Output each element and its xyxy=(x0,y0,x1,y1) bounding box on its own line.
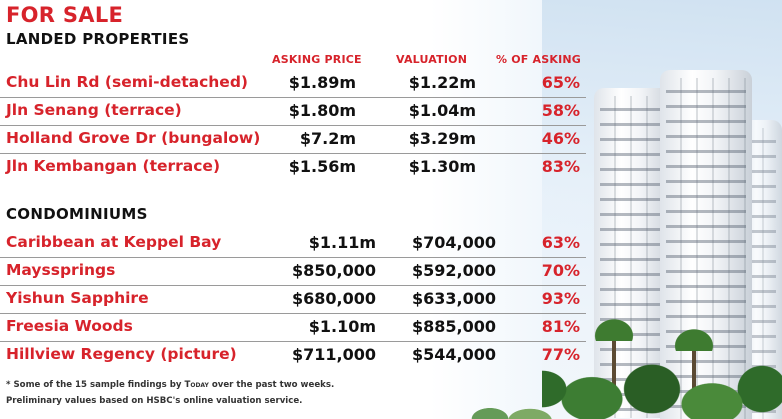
property-name: Jln Kembangan (terrace) xyxy=(6,157,221,175)
valuation: $3.29m xyxy=(408,129,476,148)
valuation-header: VALUATION xyxy=(396,53,468,66)
valuation: $1.30m xyxy=(408,157,476,176)
asking-price: $1.80m xyxy=(288,101,356,120)
valuation: $885,000 xyxy=(411,317,496,336)
property-name: Mayssprings xyxy=(6,261,116,279)
valuation: $592,000 xyxy=(411,261,496,280)
asking-price-header: ASKING PRICE xyxy=(272,53,362,66)
tree-foliage xyxy=(542,319,782,419)
footnote-prefix: * Some of the 15 sample findings by xyxy=(6,380,185,390)
shrub-foliage xyxy=(470,389,560,419)
percent-of-asking: 81% xyxy=(541,317,580,336)
apartment-tower-photo xyxy=(542,0,782,419)
asking-price: $1.11m xyxy=(308,233,376,252)
footnote-suffix: over the past two weeks. xyxy=(208,380,335,390)
valuation: $1.04m xyxy=(408,101,476,120)
table-row: Hillview Regency (picture) $711,000 $544… xyxy=(0,342,586,370)
percent-of-asking: 58% xyxy=(541,101,580,120)
table-row: Yishun Sapphire $680,000 $633,000 93% xyxy=(0,286,586,314)
table-row: Caribbean at Keppel Bay $1.11m $704,000 … xyxy=(0,230,586,258)
asking-price: $680,000 xyxy=(291,289,376,308)
percent-of-asking: 70% xyxy=(541,261,580,280)
property-name: Caribbean at Keppel Bay xyxy=(6,233,222,251)
asking-price: $711,000 xyxy=(291,345,376,364)
page-title: FOR SALE xyxy=(6,3,124,27)
table-row: Freesia Woods $1.10m $885,000 81% xyxy=(0,314,586,342)
percent-of-asking: 77% xyxy=(541,345,580,364)
percent-of-asking-header: % OF ASKING xyxy=(496,53,582,66)
table-row: Jln Kembangan (terrace) $1.56m $1.30m 83… xyxy=(0,154,586,182)
percent-of-asking: 93% xyxy=(541,289,580,308)
landed-properties-heading: LANDED PROPERTIES xyxy=(6,30,190,48)
valuation: $633,000 xyxy=(411,289,496,308)
asking-price: $850,000 xyxy=(291,261,376,280)
percent-of-asking: 83% xyxy=(541,157,580,176)
table-row: Jln Senang (terrace) $1.80m $1.04m 58% xyxy=(0,98,586,126)
today-brand: Today xyxy=(184,380,209,390)
table-row: Mayssprings $850,000 $592,000 70% xyxy=(0,258,586,286)
valuation: $544,000 xyxy=(411,345,496,364)
property-name: Yishun Sapphire xyxy=(6,289,149,307)
asking-price: $1.10m xyxy=(308,317,376,336)
footnote-valuation-source: Preliminary values based on HSBC's onlin… xyxy=(6,396,303,406)
property-name: Chu Lin Rd (semi-detached) xyxy=(6,73,248,91)
asking-price: $1.56m xyxy=(288,157,356,176)
percent-of-asking: 65% xyxy=(541,73,580,92)
valuation: $1.22m xyxy=(408,73,476,92)
property-name: Holland Grove Dr (bungalow) xyxy=(6,129,261,147)
table-row: Holland Grove Dr (bungalow) $7.2m $3.29m… xyxy=(0,126,586,154)
asking-price: $1.89m xyxy=(288,73,356,92)
percent-of-asking: 63% xyxy=(541,233,580,252)
condominiums-heading: CONDOMINIUMS xyxy=(6,205,148,223)
property-name: Jln Senang (terrace) xyxy=(6,101,182,119)
property-name: Hillview Regency (picture) xyxy=(6,345,237,363)
property-name: Freesia Woods xyxy=(6,317,133,335)
table-row: Chu Lin Rd (semi-detached) $1.89m $1.22m… xyxy=(0,70,586,98)
valuation: $704,000 xyxy=(411,233,496,252)
asking-price: $7.2m xyxy=(299,129,356,148)
percent-of-asking: 46% xyxy=(541,129,580,148)
footnote-sample-findings: * Some of the 15 sample findings by Toda… xyxy=(6,380,334,390)
